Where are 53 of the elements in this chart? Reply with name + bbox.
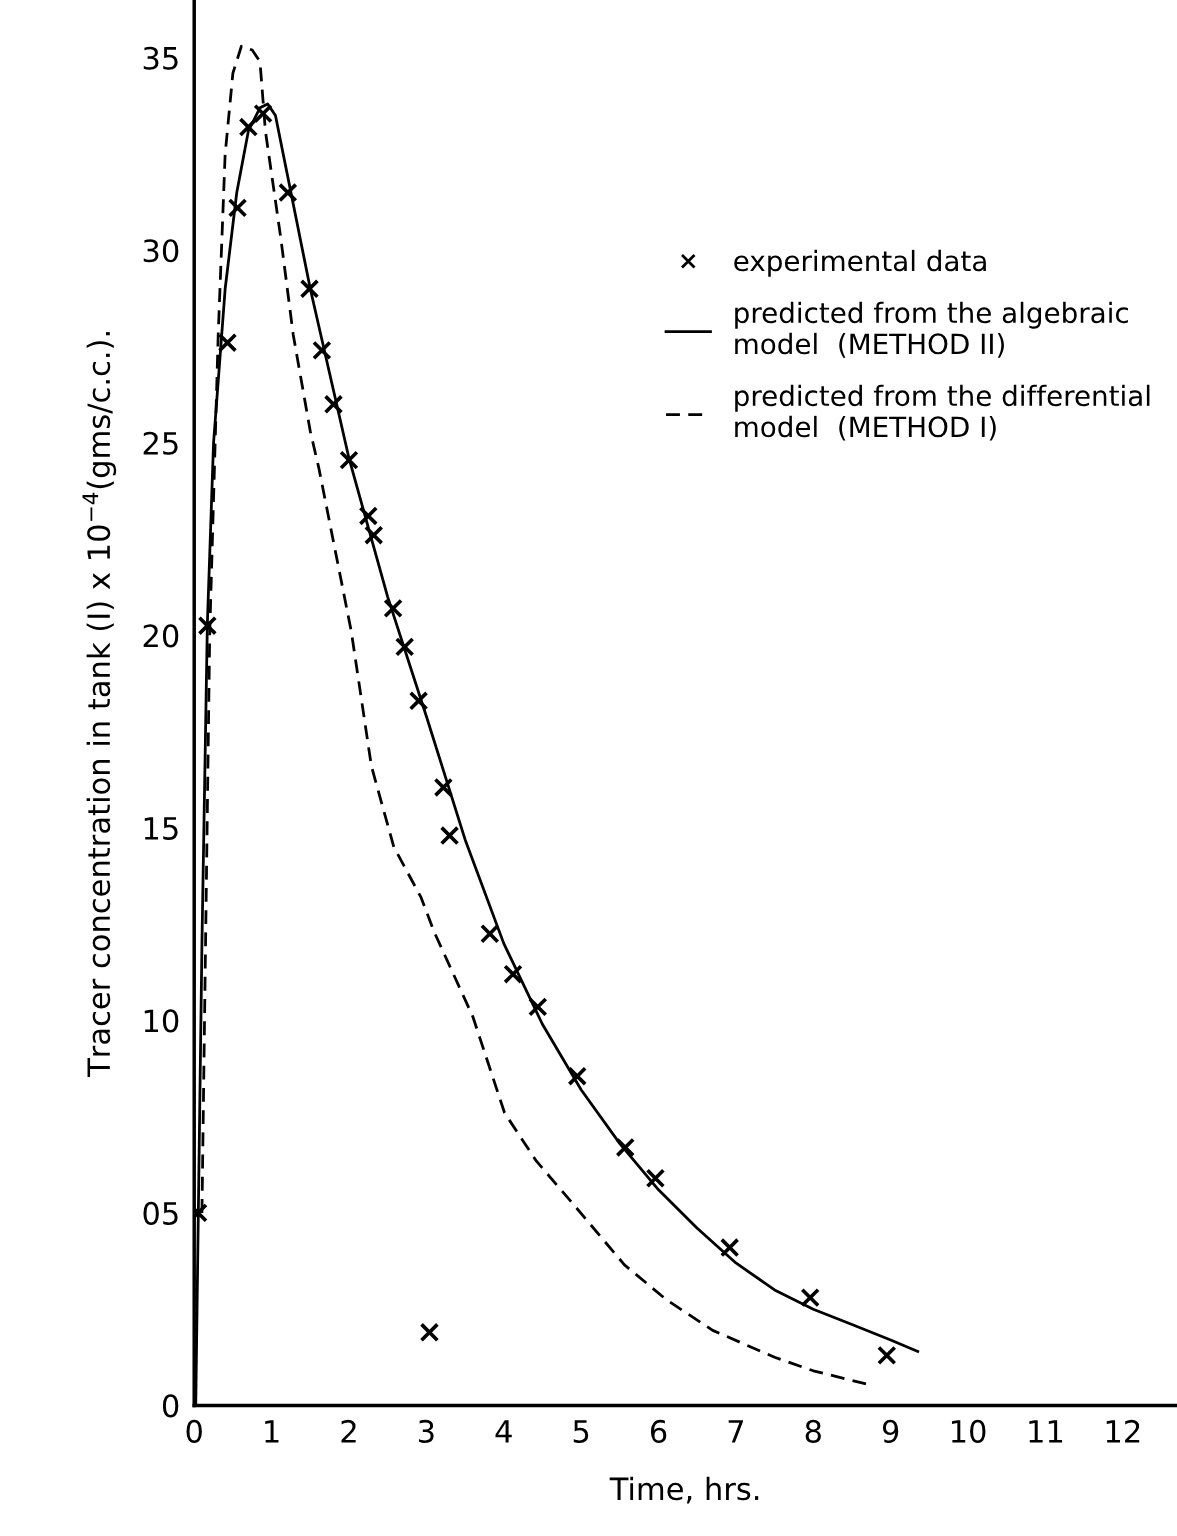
point (480, 924, 500, 944)
point (383, 598, 403, 619)
y-tick-label: 0 (162, 1394, 179, 1418)
y-tick-label: 35 (143, 46, 178, 70)
x-tick-label: 10 (951, 1419, 986, 1443)
point (433, 777, 454, 798)
point (238, 117, 259, 137)
y-axis-title: Tracer concentration in tank (I) x 10$^{−4}$(gms/c.c.). (82, 332, 117, 1077)
y-tick-label: 25 (143, 431, 178, 455)
x-tick-label: 11 (1029, 1420, 1063, 1443)
point (645, 1168, 666, 1188)
point (615, 1137, 635, 1158)
y-tick-label: 20 (143, 624, 179, 648)
point (528, 997, 548, 1017)
y-tick-label: 05 (143, 1201, 178, 1225)
x-tick-label: 4 (495, 1420, 512, 1443)
x-tick-label: 9 (882, 1419, 899, 1443)
point (719, 1237, 740, 1258)
point (408, 691, 429, 711)
point (567, 1066, 587, 1086)
point (364, 525, 384, 545)
x-tick-label: 3 (418, 1419, 434, 1443)
point (217, 332, 238, 353)
y-tick-label: 15 (144, 817, 178, 840)
legend-label: experimental data (734, 249, 986, 277)
point (877, 1345, 897, 1366)
x-tick-label: 2 (341, 1419, 356, 1443)
x-tick-label: 1 (265, 1420, 279, 1443)
point (197, 615, 218, 636)
y-tick-label: 30 (143, 239, 179, 263)
x-tick-label: 5 (573, 1420, 589, 1443)
point (800, 1287, 820, 1308)
x-tick-label: 8 (805, 1419, 821, 1443)
y-tick-label: 10 (144, 1009, 179, 1033)
x-tick-label: 6 (650, 1419, 667, 1443)
legend-label: predicted from the differential model (METHOD I) (735, 384, 1150, 441)
legend-label: predicted from the algebraic model (METHOD II) (735, 301, 1128, 358)
point (394, 637, 415, 657)
point (227, 198, 248, 218)
x-tick-label: 0 (186, 1419, 202, 1443)
point (312, 340, 332, 361)
point (278, 182, 298, 203)
point (419, 1322, 440, 1343)
point (503, 964, 523, 984)
x-axis-title: Time, hrs. (609, 1476, 759, 1504)
point (323, 394, 344, 415)
point (339, 450, 359, 470)
point (439, 825, 460, 846)
x-tick-label: 7 (728, 1420, 744, 1443)
point (299, 279, 320, 299)
x-tick-label: 12 (1106, 1419, 1140, 1443)
point (358, 506, 379, 526)
point (253, 103, 273, 124)
